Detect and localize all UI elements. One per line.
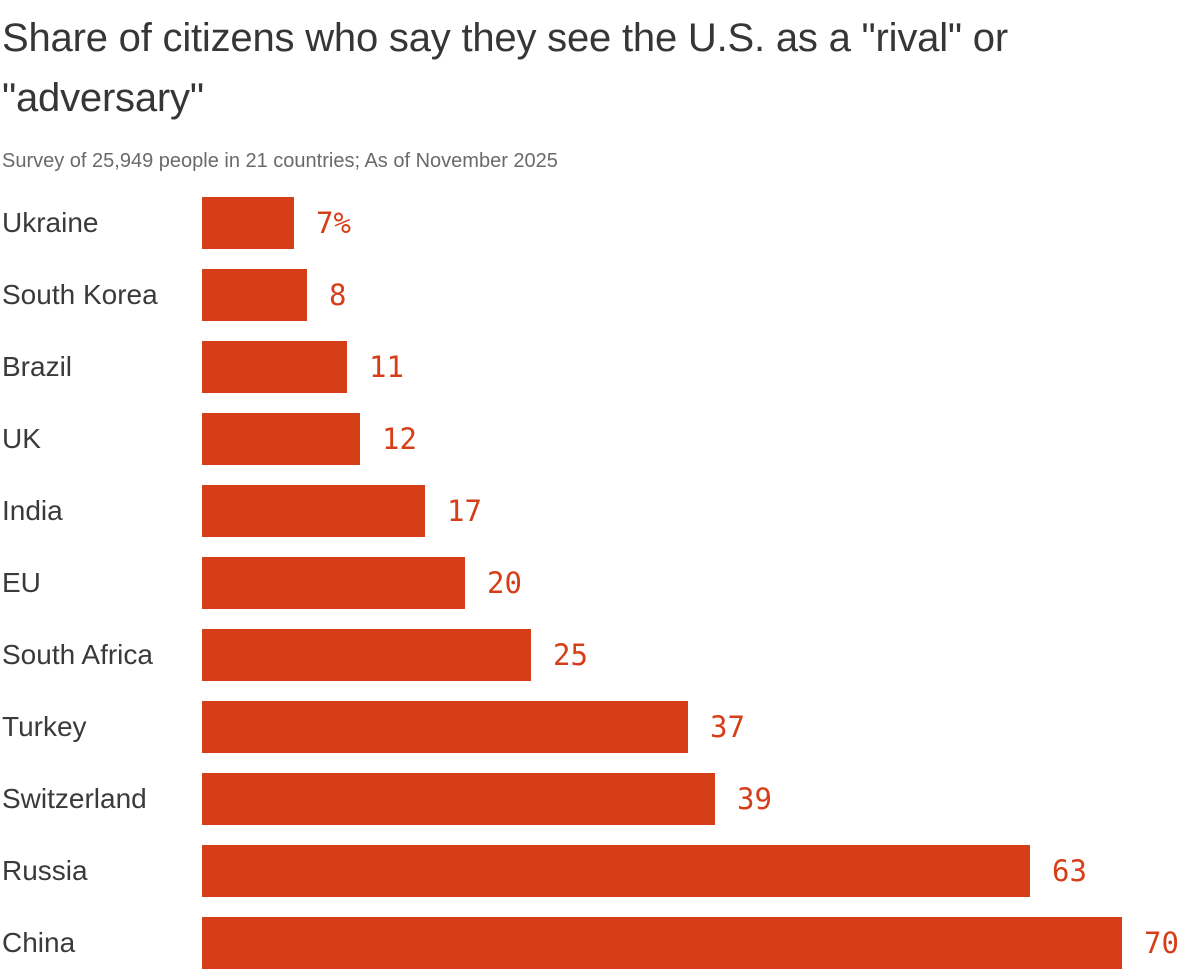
bar xyxy=(202,341,347,393)
page-title: Share of citizens who say they see the U… xyxy=(2,8,1200,128)
category-label: South Korea xyxy=(2,279,158,310)
chart-row: China 70 xyxy=(2,917,1200,970)
value-label: 8 xyxy=(329,278,347,312)
bar xyxy=(202,845,1030,897)
bar xyxy=(202,197,294,249)
chart-row: UK 12 xyxy=(2,413,1200,485)
bar xyxy=(202,557,465,609)
category-label: EU xyxy=(2,567,41,598)
value-label: 70 xyxy=(1144,926,1179,960)
chart-row: South Africa 25 xyxy=(2,629,1200,701)
bar xyxy=(202,269,307,321)
bar xyxy=(202,773,715,825)
chart-row: South Korea 8 xyxy=(2,269,1200,341)
value-label: 63 xyxy=(1052,854,1087,888)
bar xyxy=(202,629,531,681)
bar xyxy=(202,485,425,537)
value-label: 20 xyxy=(487,566,522,600)
value-label: 12 xyxy=(382,422,417,456)
chart-row: Ukraine 7% xyxy=(2,197,1200,269)
chart-row: Turkey 37 xyxy=(2,701,1200,773)
category-label: Russia xyxy=(2,855,88,886)
category-label: Switzerland xyxy=(2,783,147,814)
chart-subtitle: Survey of 25,949 people in 21 countries;… xyxy=(2,150,558,172)
chart-row: Russia 63 xyxy=(2,845,1200,917)
value-label: 7% xyxy=(316,206,351,240)
bar-chart: Ukraine 7% South Korea 8 Brazil 11 UK 12… xyxy=(2,197,1200,970)
bar xyxy=(202,701,688,753)
category-label: UK xyxy=(2,423,41,454)
category-label: Brazil xyxy=(2,351,73,382)
chart-row: EU 20 xyxy=(2,557,1200,629)
category-label: China xyxy=(2,927,76,958)
title-line-2: "adversary" xyxy=(2,76,204,120)
category-label: India xyxy=(2,495,63,526)
chart-row: Switzerland 39 xyxy=(2,773,1200,845)
value-label: 17 xyxy=(447,494,482,528)
value-label: 39 xyxy=(737,782,772,816)
value-label: 25 xyxy=(553,638,588,672)
category-label: Ukraine xyxy=(2,207,99,238)
category-label: Turkey xyxy=(2,711,87,742)
chart-row: India 17 xyxy=(2,485,1200,557)
bar xyxy=(202,917,1122,969)
value-label: 11 xyxy=(369,350,404,384)
title-line-1: Share of citizens who say they see the U… xyxy=(2,16,1008,60)
category-label: South Africa xyxy=(2,639,153,670)
value-label: 37 xyxy=(710,710,745,744)
chart-row: Brazil 11 xyxy=(2,341,1200,413)
bar xyxy=(202,413,360,465)
